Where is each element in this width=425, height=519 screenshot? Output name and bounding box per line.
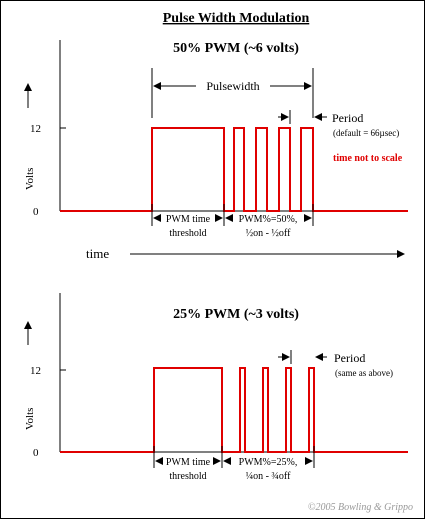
bottom-y-axis-label: Volts	[24, 408, 36, 430]
bottom-duty-label-1: PWM%=25%,	[239, 457, 298, 468]
bottom-pwm-signal	[60, 367, 408, 453]
top-panel: 50% PWM (~6 volts) 12 0 Volts Pulsewidth…	[24, 40, 408, 239]
top-y-axis-label: Volts	[24, 168, 36, 190]
bottom-threshold-label-2: threshold	[169, 471, 206, 482]
top-period-label: Period	[332, 111, 363, 125]
bottom-threshold-label-1: PWM time	[166, 457, 211, 468]
bottom-y-tick-0: 0	[33, 447, 39, 459]
top-duty-label-2: ½on - ½off	[246, 228, 291, 239]
top-pwm-signal	[60, 127, 408, 212]
bottom-panel-heading: 25% PWM (~3 volts)	[173, 307, 299, 322]
top-threshold-label-2: threshold	[169, 228, 206, 239]
bottom-period-note: (same as above)	[335, 368, 393, 378]
top-panel-heading: 50% PWM (~6 volts)	[173, 41, 299, 56]
bottom-period-label: Period	[334, 351, 365, 365]
bottom-duty-label-2: ¼on - ¾off	[246, 471, 291, 482]
top-pulsewidth-label: Pulsewidth	[206, 79, 259, 93]
top-scale-note: time not to scale	[333, 153, 403, 164]
top-period-note: (default = 66µsec)	[333, 128, 399, 138]
bottom-y-tick-12: 12	[30, 365, 41, 377]
time-label: time	[86, 246, 109, 261]
top-y-tick-0: 0	[33, 206, 39, 218]
top-duty-label-1: PWM%=50%,	[239, 214, 298, 225]
bottom-panel: 25% PWM (~3 volts) 12 0 Volts Period (sa…	[24, 293, 408, 482]
top-threshold-label-1: PWM time	[166, 214, 211, 225]
top-y-tick-12: 12	[30, 123, 41, 135]
credit-text: ©2005 Bowling & Grippo	[308, 502, 413, 513]
diagram-title: Pulse Width Modulation	[163, 11, 310, 26]
